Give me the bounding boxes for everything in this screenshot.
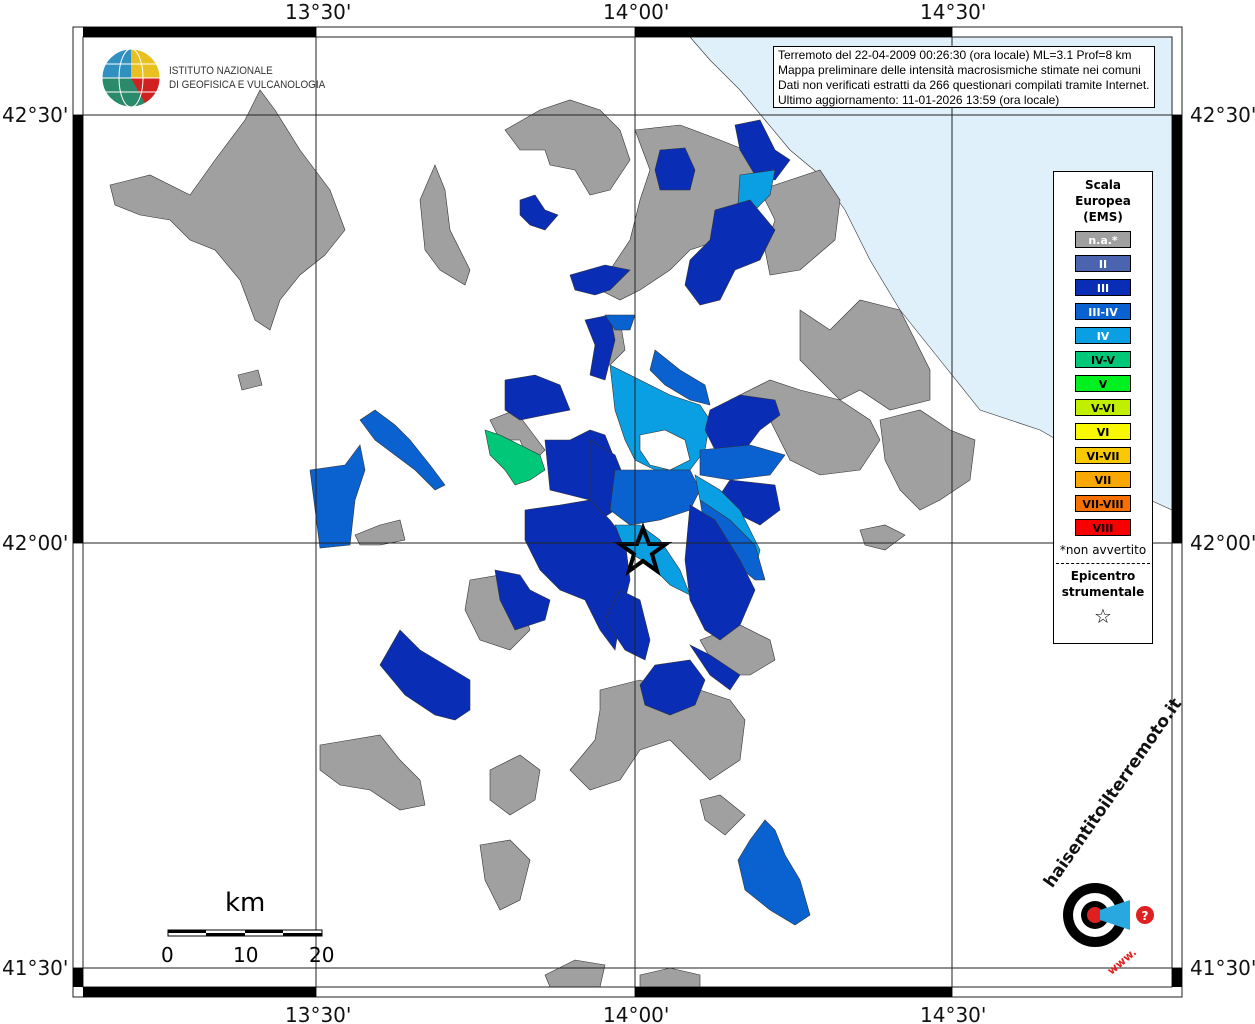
- legend-title-1: Scala: [1084, 178, 1122, 192]
- legend-divider: [1056, 563, 1150, 564]
- lat-label-right-3: 41°30': [1190, 956, 1255, 980]
- ingv-line1: ISTITUTO NAZIONALE: [169, 65, 273, 77]
- ems-legend: Scala Europea (EMS) n.a.* II III III-IV IV IV…: [1053, 171, 1153, 644]
- legend-swatch-iv: IV: [1075, 327, 1131, 344]
- scale-tick-20: 20: [309, 943, 335, 967]
- legend-title: Scala Europea (EMS): [1054, 177, 1152, 225]
- legend-swatch-vii-viii: VII-VIII: [1075, 495, 1131, 512]
- info-line-4: Ultimo aggiornamento: 11-01-2026 13:59 (…: [778, 93, 1060, 107]
- lon-label-top-2: 14°00': [603, 0, 670, 24]
- legend-swatch-vi-vii: VI-VII: [1075, 447, 1131, 464]
- scale-tick-10: 10: [233, 943, 259, 967]
- legend-swatch-v: V: [1075, 375, 1131, 392]
- epicentre-star: [613, 522, 673, 576]
- legend-title-2: Europea: [1075, 194, 1131, 208]
- legend-swatch-n-a-: n.a.*: [1075, 231, 1131, 248]
- scale-bar: [167, 929, 323, 937]
- lon-label-bottom-1: 13°30': [285, 1003, 352, 1024]
- epicentre-legend-title: Epicentro strumentale: [1054, 568, 1152, 600]
- scale-unit: km: [225, 888, 266, 918]
- legend-swatch-vi: VI: [1075, 423, 1131, 440]
- scale-tick-0: 0: [161, 943, 174, 967]
- lat-label-left-2: 42°00': [2, 531, 69, 555]
- svg-text:?: ?: [1142, 909, 1149, 923]
- legend-note: *non avvertito: [1059, 543, 1147, 557]
- legend-swatch-vii: VII: [1075, 471, 1131, 488]
- legend-swatch-v-vi: V-VI: [1075, 399, 1131, 416]
- lon-label-top-1: 13°30': [285, 0, 352, 24]
- hsit-logo: ?: [1063, 883, 1154, 947]
- legend-swatch-ii: II: [1075, 255, 1131, 272]
- lon-label-top-3: 14°30': [920, 0, 987, 24]
- lat-label-right-1: 42°30': [1190, 103, 1255, 127]
- lon-label-bottom-3: 14°30': [920, 1003, 987, 1024]
- ingv-logo-text: ISTITUTO NAZIONALE DI GEOFISICA E VULCAN…: [169, 64, 325, 92]
- municipalities-na: [109, 89, 976, 988]
- legend-swatch-viii: VIII: [1075, 519, 1131, 536]
- legend-swatch-iii-iv: III-IV: [1075, 303, 1131, 320]
- lat-label-left-1: 42°30': [2, 103, 69, 127]
- info-line-2: Mappa preliminare delle intensità macros…: [778, 63, 1141, 77]
- star-icon: ☆: [1094, 604, 1112, 628]
- map-frame-bars: [73, 27, 1182, 997]
- event-info-box: Terremoto del 22-04-2009 00:26:30 (ora l…: [773, 46, 1155, 108]
- graticule: [73, 27, 1182, 997]
- info-line-3: Dati non verificati estratti da 266 ques…: [778, 78, 1150, 92]
- epicentre-title-2: strumentale: [1061, 585, 1145, 599]
- lat-label-right-2: 42°00': [1190, 531, 1255, 555]
- info-line-1: Terremoto del 22-04-2009 00:26:30 (ora l…: [778, 48, 1132, 62]
- ingv-logo-globe: [101, 48, 161, 108]
- legend-title-3: (EMS): [1083, 210, 1123, 224]
- legend-swatches: n.a.* II III III-IV IV IV-V V V-VI VI VI-VII VII VI…: [1054, 231, 1152, 536]
- lon-label-bottom-2: 14°00': [603, 1003, 670, 1024]
- ingv-line2: DI GEOFISICA E VULCANOLOGIA: [169, 79, 326, 91]
- lat-label-left-3: 41°30': [2, 956, 69, 980]
- legend-swatch-iii: III: [1075, 279, 1131, 296]
- epicentre-title-1: Epicentro: [1070, 569, 1136, 583]
- municipalities-intensity: [309, 119, 811, 926]
- legend-swatch-iv-v: IV-V: [1075, 351, 1131, 368]
